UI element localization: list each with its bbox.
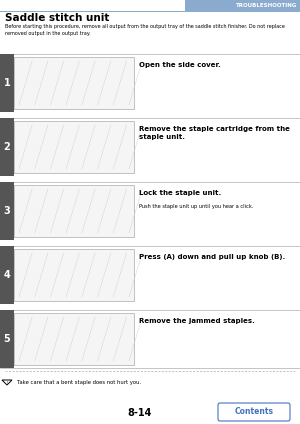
Text: 1: 1 (4, 78, 11, 88)
Bar (0, 11, 300, 12)
Text: Before starting this procedure, remove all output from the output tray of the sa: Before starting this procedure, remove a… (5, 24, 285, 36)
Text: 8-14: 8-14 (128, 408, 152, 418)
Text: Saddle stitch unit: Saddle stitch unit (5, 13, 109, 23)
Text: !: ! (6, 381, 8, 385)
Text: Remove the staple cartridge from the
staple unit.: Remove the staple cartridge from the sta… (139, 126, 290, 140)
Text: Take care that a bent staple does not hurt you.: Take care that a bent staple does not hu… (17, 380, 141, 385)
Bar (14, 121, 134, 173)
Bar (0, 118, 14, 176)
Bar (14, 185, 134, 237)
Bar (0, 182, 14, 240)
Text: Contents: Contents (235, 407, 274, 416)
Bar (0, 246, 14, 304)
Bar (14, 313, 134, 365)
Text: Remove the jammed staples.: Remove the jammed staples. (139, 318, 255, 324)
Bar (0, 54, 14, 112)
Bar (185, 0, 300, 11)
Text: Push the staple unit up until you hear a click.: Push the staple unit up until you hear a… (139, 204, 254, 209)
Text: 3: 3 (4, 206, 11, 216)
Text: Lock the staple unit.: Lock the staple unit. (139, 190, 221, 196)
Text: 5: 5 (4, 334, 11, 344)
Text: Press (A) down and pull up knob (B).: Press (A) down and pull up knob (B). (139, 254, 285, 260)
Bar (14, 249, 134, 301)
Text: 2: 2 (4, 142, 11, 152)
Bar (14, 57, 134, 109)
FancyBboxPatch shape (218, 403, 290, 421)
Text: 4: 4 (4, 270, 11, 280)
Text: Open the side cover.: Open the side cover. (139, 62, 221, 68)
Text: TROUBLESHOOTING: TROUBLESHOOTING (236, 3, 297, 8)
Bar (0, 310, 14, 368)
